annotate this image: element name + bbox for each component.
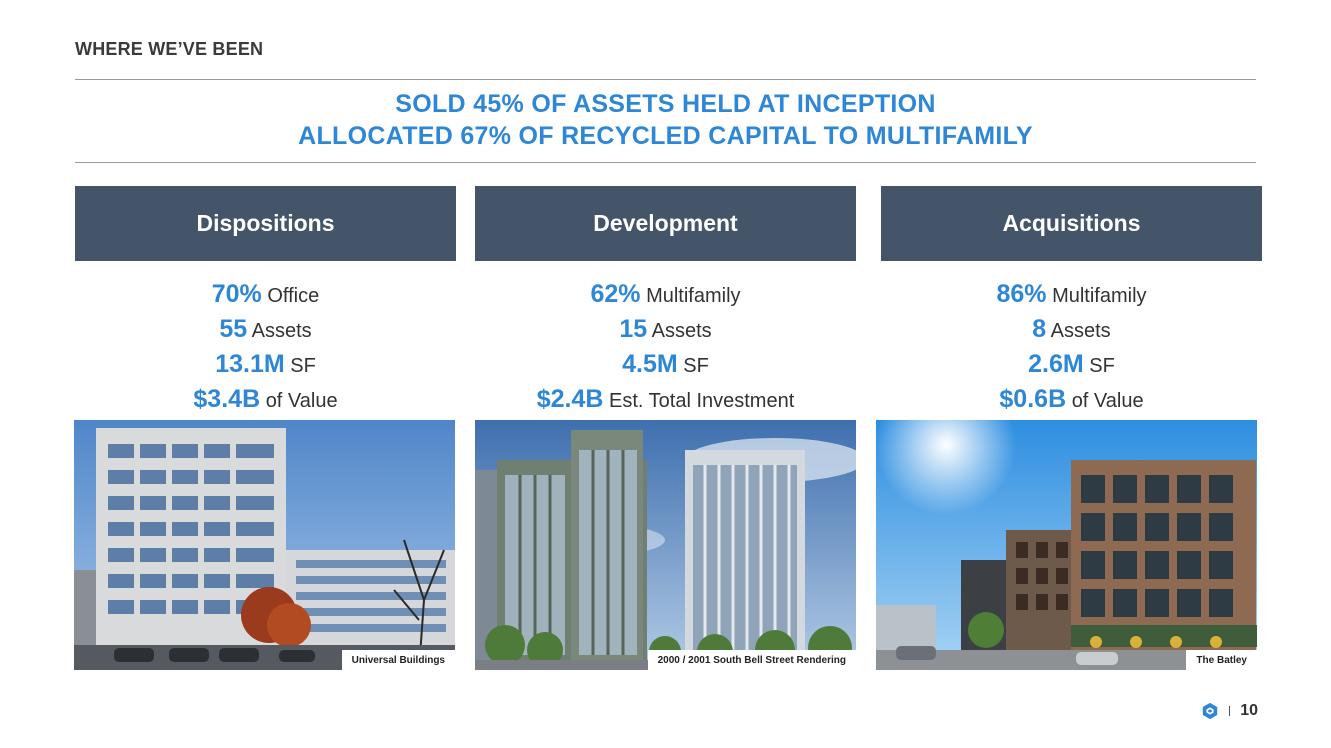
stat-value: $2.4B xyxy=(536,385,604,413)
stat-label: Multifamily xyxy=(1052,285,1147,307)
stat-label: Assets xyxy=(651,320,712,342)
stat-value: 4.5M xyxy=(622,350,678,378)
stat-label: SF xyxy=(290,355,316,377)
stat-row: 4.5M SF xyxy=(475,348,856,383)
stat-row: 55 Assets xyxy=(75,313,456,348)
stat-value: 62% xyxy=(590,280,641,308)
acquisitions-photo: The Batley xyxy=(876,420,1257,670)
stat-label: Multifamily xyxy=(646,285,741,307)
stat-row: 62% Multifamily xyxy=(475,278,856,313)
stat-value: 13.1M xyxy=(215,350,285,378)
photo-caption: The Batley xyxy=(1186,650,1257,670)
top-divider xyxy=(75,79,1256,80)
headline-line-2: ALLOCATED 67% OF RECYCLED CAPITAL TO MUL… xyxy=(298,122,1033,150)
development-column: Development 62% Multifamily 15 Assets 4.… xyxy=(475,186,856,418)
stat-row: 2.6M SF xyxy=(881,348,1262,383)
stat-value: 2.6M xyxy=(1028,350,1084,378)
stat-row: $0.6B of Value xyxy=(881,383,1262,418)
photo-caption: Universal Buildings xyxy=(341,650,455,670)
stat-row: 86% Multifamily xyxy=(881,278,1262,313)
section-label: WHERE WE’VE BEEN xyxy=(75,39,264,59)
stat-label: of Value xyxy=(1071,390,1144,412)
stat-label: of Value xyxy=(265,390,338,412)
footer: 10 xyxy=(1201,702,1258,720)
headline: SOLD 45% OF ASSETS HELD AT INCEPTION ALL… xyxy=(75,88,1256,152)
stat-label: Assets xyxy=(1050,320,1111,342)
footer-separator xyxy=(1229,706,1231,716)
bottom-divider xyxy=(75,162,1256,163)
stat-label: SF xyxy=(1089,355,1115,377)
stat-label: Office xyxy=(267,285,320,307)
stat-row: 15 Assets xyxy=(475,313,856,348)
stat-label: SF xyxy=(683,355,709,377)
hexagon-logo-icon xyxy=(1203,702,1218,720)
page-number: 10 xyxy=(1240,702,1258,719)
stat-row: 8 Assets xyxy=(881,313,1262,348)
column-header: Development xyxy=(475,186,856,261)
column-header: Acquisitions xyxy=(881,186,1262,261)
stat-row: $2.4B Est. Total Investment xyxy=(475,383,856,418)
stat-value: $3.4B xyxy=(193,385,261,413)
headline-line-1: SOLD 45% OF ASSETS HELD AT INCEPTION xyxy=(395,90,936,118)
stat-value: 55 xyxy=(219,315,248,343)
acquisitions-column: Acquisitions 86% Multifamily 8 Assets 2.… xyxy=(881,186,1262,418)
column-header: Dispositions xyxy=(75,186,456,261)
stat-value: 8 xyxy=(1032,315,1047,343)
stat-value: 15 xyxy=(619,315,648,343)
stat-value: 70% xyxy=(211,280,262,308)
stat-row: 70% Office xyxy=(75,278,456,313)
stats-list: 70% Office 55 Assets 13.1M SF $3.4B of V… xyxy=(75,278,456,418)
stat-row: $3.4B of Value xyxy=(75,383,456,418)
stat-value: 86% xyxy=(996,280,1047,308)
photo-caption: 2000 / 2001 South Bell Street Rendering xyxy=(647,650,856,670)
dispositions-column: Dispositions 70% Office 55 Assets 13.1M … xyxy=(75,186,456,418)
development-photo: 2000 / 2001 South Bell Street Rendering xyxy=(475,420,856,670)
dispositions-photo: Universal Buildings xyxy=(74,420,455,670)
stat-value: $0.6B xyxy=(999,385,1067,413)
stats-list: 86% Multifamily 8 Assets 2.6M SF $0.6B o… xyxy=(881,278,1262,418)
stat-label: Est. Total Investment xyxy=(609,390,795,412)
stats-list: 62% Multifamily 15 Assets 4.5M SF $2.4B … xyxy=(475,278,856,418)
stat-row: 13.1M SF xyxy=(75,348,456,383)
stat-label: Assets xyxy=(251,320,312,342)
